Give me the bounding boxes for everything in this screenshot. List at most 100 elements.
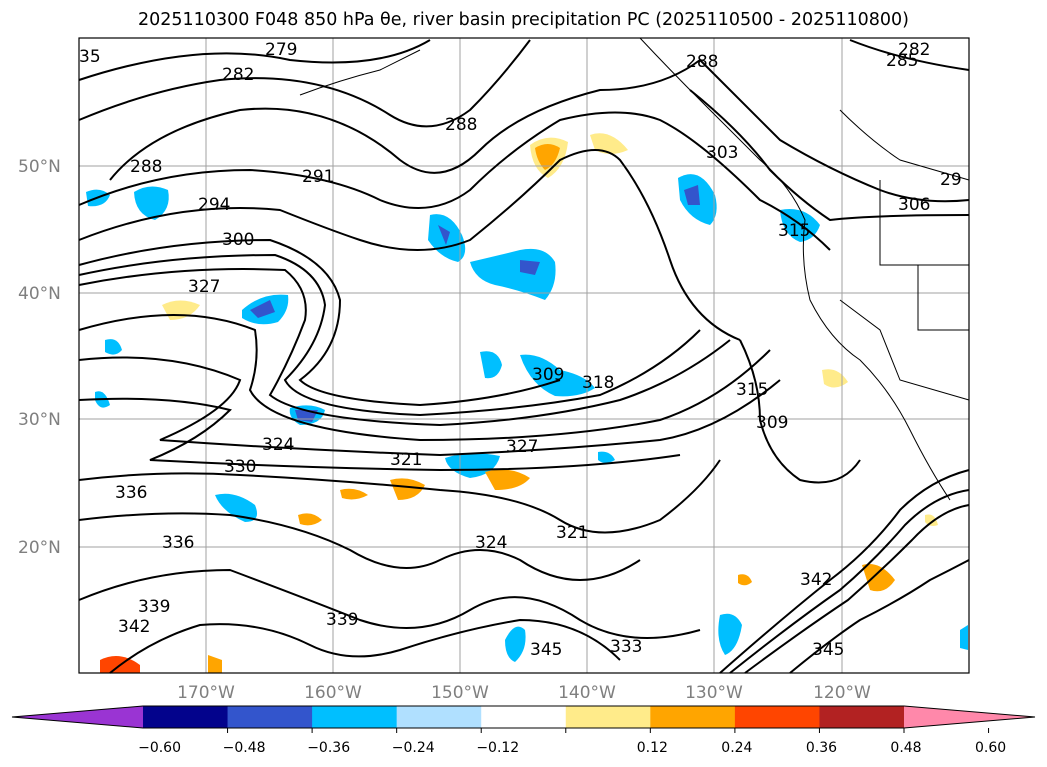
colorbar-tick-label: −0.36	[307, 740, 350, 756]
precip-patch	[134, 186, 169, 220]
contour-line	[739, 339, 861, 484]
border-line	[839, 299, 970, 401]
colorbar-segment	[143, 706, 229, 728]
contour-label: 309	[532, 365, 564, 385]
contour-label: 342	[118, 617, 150, 637]
contour-line	[78, 39, 531, 128]
colorbar-segment	[819, 706, 905, 728]
lat-label: 50°N	[18, 157, 61, 177]
contour-label: 279	[265, 40, 297, 60]
contour-label: 324	[475, 533, 507, 553]
contour-label: 282	[898, 40, 930, 60]
precip-patch	[250, 300, 275, 318]
lon-label: 170°W	[177, 683, 235, 703]
colorbar-tick-label: 0.12	[637, 740, 668, 756]
coastline	[299, 49, 421, 96]
contour-line	[78, 397, 681, 472]
contour-label: 315	[736, 380, 768, 400]
contour-line	[699, 59, 970, 203]
contour-label: 294	[198, 195, 230, 215]
contour-label: 300	[222, 230, 254, 250]
colorbar-segment	[396, 706, 482, 728]
precip-patch	[684, 185, 700, 205]
lat-label: 40°N	[18, 284, 61, 304]
contour-label: 288	[445, 115, 477, 135]
contour-label: 282	[222, 65, 254, 85]
colorbar-tick-label: 0.48	[890, 740, 921, 756]
precip-patch	[105, 339, 122, 355]
precip-patch	[960, 625, 968, 650]
border-line	[917, 265, 969, 331]
contour-label: 285	[886, 51, 918, 71]
contour-line	[78, 512, 641, 581]
lon-label: 150°W	[431, 683, 489, 703]
contour-label: 339	[326, 610, 358, 630]
contour-line	[78, 356, 781, 457]
lon-label: 160°W	[304, 683, 362, 703]
contour-label: 336	[115, 483, 147, 503]
contour-line	[78, 314, 771, 442]
contour-label: 29	[940, 170, 962, 190]
contour-label: 336	[162, 533, 194, 553]
latitude-labels: 50°N 40°N 30°N 20°N	[18, 157, 61, 558]
contour-line	[78, 39, 431, 81]
precip-patch	[590, 133, 628, 154]
contour-label: 321	[390, 450, 422, 470]
contour-line	[78, 459, 721, 534]
precip-patch	[598, 451, 615, 463]
contour-label: 35	[79, 47, 101, 67]
colorbar-segment	[227, 706, 313, 728]
map-border	[78, 37, 970, 674]
contour-line	[744, 504, 970, 674]
map-panel: 279 282 288 288 291 294 300 327 324 330 …	[78, 37, 970, 674]
contour-line	[78, 568, 701, 639]
precip-patch	[298, 513, 322, 526]
colorbar-tick-label: −0.24	[392, 740, 435, 756]
lon-label: 130°W	[685, 683, 743, 703]
graticule	[79, 38, 969, 673]
contour-label: 291	[302, 167, 334, 187]
contour-label: 306	[898, 195, 930, 215]
precip-patch	[520, 354, 595, 397]
colorbar-segment	[481, 706, 567, 728]
colorbar-tick-label: −0.48	[223, 740, 266, 756]
theta-e-contours	[78, 39, 970, 674]
precip-patch	[485, 469, 530, 490]
contour-line	[78, 268, 731, 427]
contour-label: 330	[224, 457, 256, 477]
precip-shading	[86, 133, 968, 673]
contour-label: 321	[556, 523, 588, 543]
precip-patch	[862, 564, 895, 592]
precip-patch	[340, 488, 368, 500]
coastline	[639, 37, 951, 501]
contour-line	[78, 238, 561, 407]
contour-label: 339	[138, 597, 170, 617]
contour-label: 327	[188, 277, 220, 297]
colorbar-segment	[734, 706, 820, 728]
precip-patch	[535, 144, 560, 170]
contour-line	[719, 469, 970, 674]
colorbar-segment	[650, 706, 736, 728]
colorbar-segment	[565, 706, 651, 728]
coastlines	[299, 37, 970, 501]
contour-labels: 279 282 288 288 291 294 300 327 324 330 …	[79, 40, 962, 660]
lon-label: 120°W	[813, 683, 871, 703]
lon-label: 140°W	[558, 683, 616, 703]
contour-label: 288	[130, 157, 162, 177]
lat-label: 30°N	[18, 410, 61, 430]
map-title: 2025110300 F048 850 hPa θe, river basin …	[138, 10, 909, 30]
colorbar-extend-low	[12, 706, 143, 728]
precip-patch	[925, 514, 938, 526]
precip-patch	[215, 493, 258, 522]
precip-patch	[520, 260, 540, 275]
contour-label: 345	[530, 640, 562, 660]
precip-patch	[718, 613, 742, 655]
precip-patch	[438, 225, 450, 245]
border-line	[839, 109, 970, 181]
contour-label: 315	[778, 221, 810, 241]
colorbar-tick-label: 0.36	[806, 740, 837, 756]
colorbar-tick-label: −0.60	[138, 740, 181, 756]
colorbar-tick-label: 0.24	[721, 740, 752, 756]
contour-line	[109, 59, 701, 181]
